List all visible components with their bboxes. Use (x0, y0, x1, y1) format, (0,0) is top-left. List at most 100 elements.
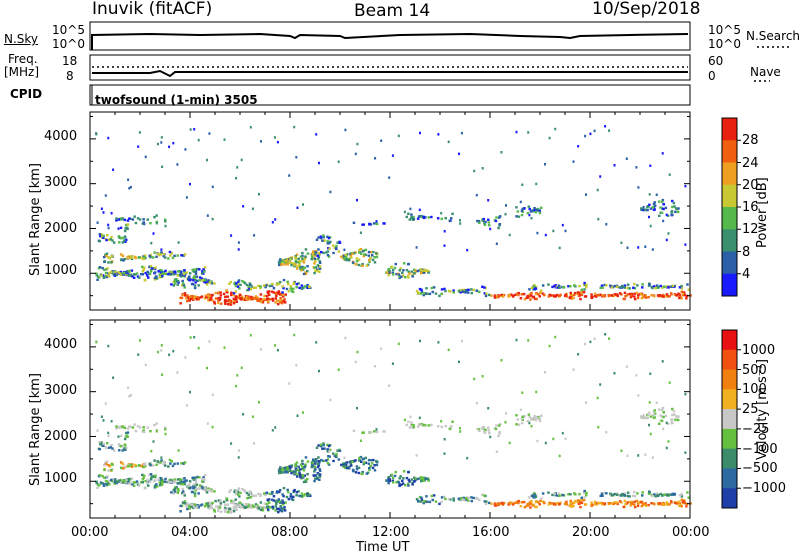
velocity-cell (252, 494, 256, 497)
power-cell (306, 284, 309, 288)
power-cell (199, 296, 202, 299)
power-cell (443, 287, 446, 291)
velocity-cell (459, 430, 462, 433)
xtick-4: 16:00 (472, 525, 510, 540)
velocity-cell (603, 503, 606, 506)
power-cell (327, 236, 331, 240)
velocity-cell (481, 493, 484, 496)
velocity-cell (115, 481, 118, 485)
power-cell (353, 251, 356, 255)
power-cell (280, 263, 283, 266)
velocity-cell (112, 481, 115, 484)
velocity-cell (689, 502, 692, 505)
velocity-cell (535, 390, 538, 394)
velocity-cell (424, 500, 427, 503)
power-cell (654, 287, 657, 290)
velocity-cell (112, 449, 116, 452)
power-cell (184, 294, 187, 297)
power-cell (394, 262, 397, 266)
velocity-cell (111, 478, 114, 481)
velocity-cell (351, 469, 355, 472)
power-cell (158, 273, 161, 276)
velocity-cell (655, 401, 658, 404)
velocity-cell (652, 416, 656, 420)
power-cell (653, 294, 656, 298)
power-cell (607, 294, 610, 297)
power-cell (651, 248, 654, 251)
power-cell (306, 252, 310, 255)
power-cell (583, 288, 586, 291)
power-cell (183, 286, 186, 289)
velocity-cell (162, 460, 166, 464)
velocity-cell (568, 504, 572, 508)
power-cell (274, 301, 277, 304)
velocity-cell (317, 456, 320, 459)
power-cell (633, 287, 637, 290)
power-cell (408, 218, 412, 221)
velocity-cell (278, 471, 281, 475)
velocity-cell (102, 444, 105, 447)
power-cell (422, 271, 425, 274)
velocity-cell (150, 475, 154, 478)
velocity-cell (185, 404, 188, 407)
velocity-cell (207, 489, 210, 492)
colorbar-swatch (722, 428, 737, 450)
power-cell (119, 237, 123, 240)
power-cell (530, 286, 534, 289)
power-cell (156, 142, 159, 146)
power-cell (360, 252, 363, 255)
power-cell (322, 234, 325, 237)
power-cell (98, 240, 101, 243)
power-cell (101, 267, 104, 270)
power-cell (207, 281, 210, 284)
power-cell (344, 255, 348, 259)
velocity-cell (372, 458, 375, 462)
power-cell (130, 269, 134, 272)
power-cell (127, 256, 130, 260)
power-cell (661, 286, 664, 289)
velocity-cell (548, 344, 551, 348)
power-cell (657, 285, 660, 289)
velocity-cell (187, 484, 191, 487)
power-cell (217, 291, 221, 294)
velocity-cell (223, 346, 226, 349)
power-cell (147, 272, 150, 275)
velocity-cell (242, 413, 245, 416)
velocity-cell (318, 478, 321, 481)
velocity-cell (214, 499, 217, 503)
velocity-cell (251, 415, 254, 418)
velocity-cell (295, 491, 299, 494)
power-ytick-3000: 3000 (44, 175, 78, 190)
power-cell (167, 272, 171, 276)
power-cell (228, 299, 231, 302)
velocity-cell (516, 501, 519, 504)
power-cell (677, 207, 680, 210)
velocity-cell (534, 493, 538, 497)
velocity-cell (485, 500, 488, 503)
velocity-cell (440, 500, 443, 504)
nsky-line (91, 32, 689, 50)
velocity-cell (391, 476, 395, 480)
power-cell (459, 219, 461, 222)
velocity-cell (438, 502, 441, 506)
power-cell (365, 264, 369, 267)
xtick-1: 04:00 (171, 525, 209, 540)
velocity-cell (534, 495, 538, 498)
velocity-cell (316, 462, 319, 465)
velocity-cell (125, 431, 128, 435)
velocity-cell (181, 483, 185, 486)
velocity-cell (633, 490, 636, 494)
velocity-cell (176, 462, 179, 465)
power-cell (663, 285, 666, 288)
velocity-cell (538, 419, 542, 423)
power-cell (573, 284, 576, 287)
velocity-cell (132, 481, 136, 484)
nsky-tick-top: 10^5 (52, 23, 85, 37)
velocity-cell (296, 473, 299, 476)
power-cell (460, 289, 463, 292)
velocity-cell (357, 471, 361, 475)
velocity-cell (156, 460, 160, 463)
power-cell (271, 282, 274, 286)
power-cell (188, 279, 192, 282)
velocity-cell (637, 394, 640, 397)
